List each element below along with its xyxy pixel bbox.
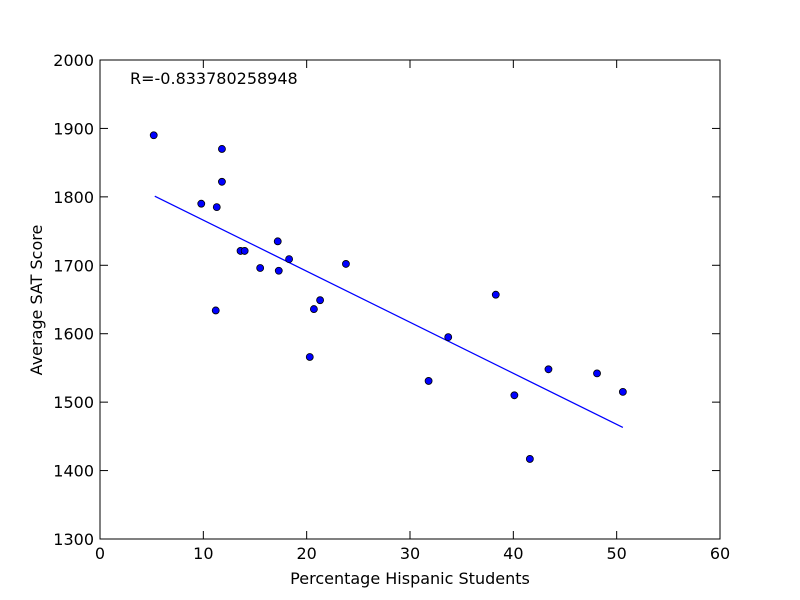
point [240, 247, 249, 255]
point [218, 177, 226, 186]
point [273, 237, 282, 246]
point [444, 333, 453, 342]
x-tick-label: 0 [95, 544, 105, 563]
y-tick-label: 1400 [53, 462, 94, 481]
plot-frame [99, 59, 721, 540]
point [285, 255, 294, 264]
x-axis-label: Percentage Hispanic Students [290, 569, 530, 588]
point [593, 369, 601, 378]
point [342, 260, 350, 268]
x-tick-label: 40 [503, 544, 523, 563]
y-tick-label: 2000 [53, 51, 94, 70]
y-tick-label: 1300 [53, 530, 94, 549]
y-tick-label: 1500 [53, 393, 94, 412]
y-tick-label: 1900 [53, 119, 94, 138]
y-tick-label: 1700 [53, 256, 94, 275]
point [218, 145, 226, 153]
point [510, 391, 519, 400]
x-tick-label: 20 [296, 544, 316, 563]
fit-line [154, 195, 624, 429]
point [197, 199, 206, 208]
annotation: R=-0.833780258948 [130, 69, 298, 88]
point [149, 131, 158, 140]
point [211, 306, 220, 315]
point [305, 353, 314, 361]
x-tick-label: 50 [606, 544, 626, 563]
point [274, 266, 283, 275]
y-tick-label: 1800 [53, 188, 94, 207]
point [316, 296, 325, 305]
y-tick-label: 1600 [53, 325, 94, 344]
point [424, 377, 433, 385]
point [525, 455, 534, 463]
point [256, 264, 265, 272]
point [491, 290, 500, 299]
y-axis-label: Average SAT Score [27, 225, 46, 376]
x-tick-label: 10 [193, 544, 213, 563]
point [618, 387, 627, 396]
x-tick-label: 30 [400, 544, 420, 563]
point [544, 365, 553, 374]
x-tick-label: 60 [710, 544, 730, 563]
point [212, 203, 221, 212]
point [309, 305, 318, 313]
